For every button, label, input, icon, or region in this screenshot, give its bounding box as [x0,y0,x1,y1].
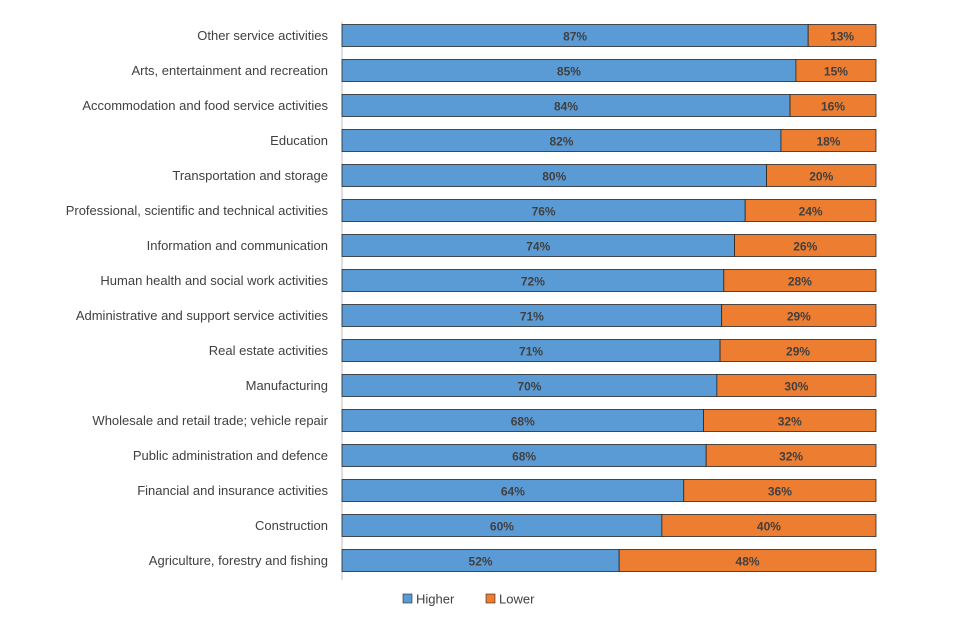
data-label-higher: 70% [517,380,541,394]
bar-lower [789,94,877,117]
data-label-lower: 32% [779,450,803,464]
category-label: Other service activities [197,28,328,43]
bar-lower [723,269,877,292]
category-label: Accommodation and food service activitie… [82,98,328,113]
data-label-higher: 76% [532,205,556,219]
data-label-lower: 29% [786,345,810,359]
data-label-lower: 16% [821,100,845,114]
data-label-lower: 13% [830,30,854,44]
category-label: Real estate activities [209,343,329,358]
category-label: Public administration and defence [133,448,328,463]
data-label-lower: 30% [784,380,808,394]
category-label: Education [270,133,328,148]
category-label: Arts, entertainment and recreation [131,63,328,78]
data-label-lower: 40% [757,520,781,534]
data-label-lower: 28% [788,275,812,289]
plot-area: Other service activities 87% 13% Arts, ente… [66,22,877,580]
legend-swatch-lower [485,593,496,604]
data-label-higher: 71% [520,310,544,324]
category-label: Construction [255,518,328,533]
bar-lower [780,129,877,152]
data-label-higher: 71% [519,345,543,359]
data-label-higher: 84% [554,100,578,114]
bar-lower [661,514,877,537]
bar-lower [807,24,877,47]
data-label-lower: 48% [736,555,760,569]
data-label-higher: 68% [511,415,535,429]
bar-lower [683,479,877,502]
bar-lower [716,374,877,397]
data-label-lower: 26% [793,240,817,254]
bar-lower [703,409,877,432]
data-label-lower: 32% [778,415,802,429]
data-label-higher: 74% [526,240,550,254]
data-label-higher: 82% [549,135,573,149]
data-label-higher: 85% [557,65,581,79]
data-label-higher: 87% [563,30,587,44]
category-label: Professional, scientific and technical a… [66,203,329,218]
legend-label-lower: Lower [499,592,535,607]
bar-lower [744,199,877,222]
data-label-lower: 20% [809,170,833,184]
category-label: Manufacturing [246,378,328,393]
bar-lower [705,444,877,467]
bar-lower [766,164,877,187]
data-label-higher: 72% [521,275,545,289]
data-label-lower: 36% [768,485,792,499]
data-label-higher: 80% [542,170,566,184]
category-label: Information and communication [147,238,328,253]
category-label: Agriculture, forestry and fishing [149,553,328,568]
data-label-higher: 52% [469,555,493,569]
bar-lower [618,549,877,572]
data-label-lower: 18% [816,135,840,149]
bar-lower [721,304,877,327]
legend: Higher Lower [402,592,535,607]
category-label: Wholesale and retail trade; vehicle repa… [92,413,328,428]
bar-lower [734,234,877,257]
category-label: Administrative and support service activ… [76,308,329,323]
bar-lower [719,339,877,362]
category-label: Financial and insurance activities [137,483,328,498]
legend-swatch-higher [402,593,413,604]
data-label-higher: 60% [490,520,514,534]
bar-lower [795,59,877,82]
category-label: Human health and social work activities [100,273,328,288]
legend-label-higher: Higher [416,592,455,607]
data-label-higher: 64% [501,485,525,499]
data-label-lower: 29% [787,310,811,324]
data-label-lower: 24% [799,205,823,219]
category-label: Transportation and storage [172,168,328,183]
data-label-higher: 68% [512,450,536,464]
data-label-lower: 15% [824,65,848,79]
